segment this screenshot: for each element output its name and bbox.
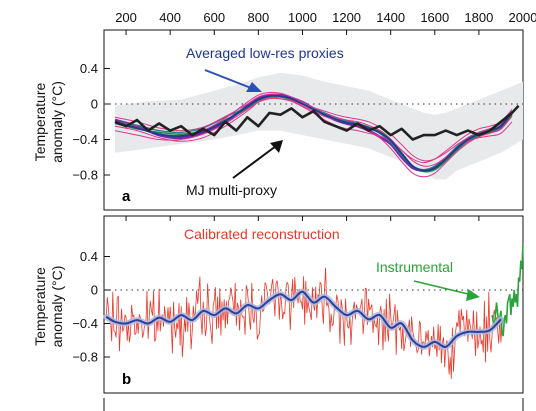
mj-multiproxy-arrowhead — [270, 140, 283, 153]
panel-b-y-tick-label: 0.4 — [80, 249, 98, 264]
proxy-series-magenta4 — [114, 91, 513, 162]
panel-a-y-tick-label: 0.4 — [80, 61, 98, 76]
x-tick-label: 200 — [115, 10, 137, 25]
panel-a-y-tick-label: −0.4 — [72, 132, 98, 147]
x-tick-label: 1000 — [288, 10, 317, 25]
x-tick-label: 800 — [248, 10, 270, 25]
proxies-annotation: Averaged low-res proxies — [186, 45, 344, 61]
mj-multiproxy-arrow — [232, 145, 277, 179]
calibrated-annotation: Calibrated reconstruction — [184, 226, 340, 242]
x-tick-label: 400 — [159, 10, 181, 25]
proxies-arrowhead — [246, 82, 262, 92]
mj-multiproxy-series — [114, 104, 520, 141]
calibrated-reconstruction-series — [105, 267, 504, 380]
x-tick-label: 1800 — [464, 10, 493, 25]
panel-a-ylabel-units: anomaly (°C) — [49, 81, 65, 163]
proxies-arrow — [204, 69, 252, 89]
panel-b-y-tick-label: −0.4 — [72, 316, 98, 331]
panel-b-panel-label: b — [122, 371, 131, 388]
panel-b-y-tick-label: 0 — [91, 283, 98, 298]
x-tick-label: 600 — [203, 10, 225, 25]
panel-a-panel-label: a — [122, 188, 131, 205]
instrumental-arrow — [413, 280, 469, 295]
panel-b-ylabel: Temperature — [32, 267, 48, 346]
proxy-series-magenta2 — [114, 93, 513, 164]
x-tick-label: 1200 — [332, 10, 361, 25]
panel-b-y-tick-label: −0.8 — [72, 350, 98, 365]
x-tick-label: 1600 — [420, 10, 449, 25]
x-tick-label: 1400 — [376, 10, 405, 25]
instrumental-annotation: Instrumental — [376, 259, 453, 275]
panel-b-frame — [103, 215, 524, 394]
panel-b: 0.4 0 −0.4 −0.8 Temperature anomaly (°C) b Cali… — [32, 215, 524, 411]
panel-a: 0.4 0 −0.4 −0.8 Temperature anomaly (°C) a 200 4… — [32, 10, 536, 211]
instrumental-arrowhead — [466, 289, 480, 301]
panel-a-y-tick-label: −0.8 — [72, 168, 98, 183]
proxy-series-teal — [114, 94, 513, 171]
panel-a-y-tick-label: 0 — [91, 97, 98, 112]
smoothed-reconstruction-series — [105, 290, 502, 348]
panel-a-ylabel: Temperature — [32, 82, 48, 161]
x-tick-label: 2000 — [509, 10, 536, 25]
panel-b-ylabel-units: anomaly (°C) — [49, 266, 65, 348]
mj-multiproxy-annotation: MJ multi-proxy — [186, 182, 277, 198]
uncertainty-envelope — [115, 72, 523, 180]
instrumental-series — [491, 243, 524, 337]
